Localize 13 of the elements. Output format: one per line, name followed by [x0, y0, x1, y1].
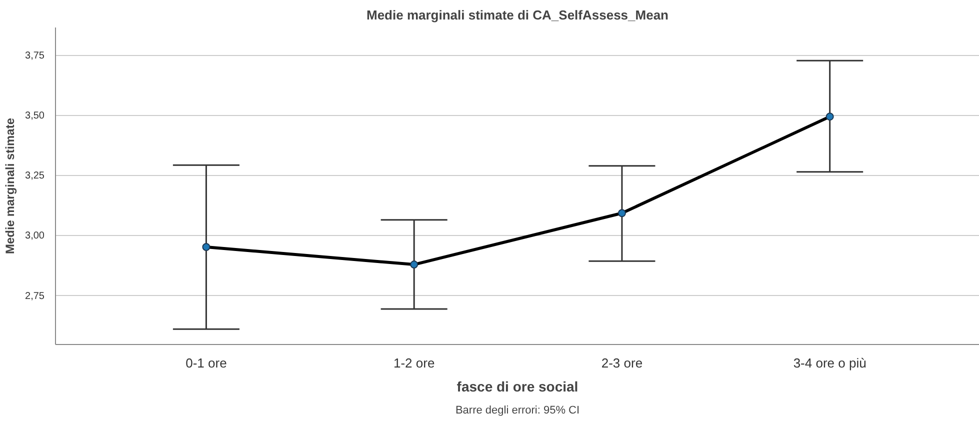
text: Barre degli errori: 95% CI	[455, 404, 580, 416]
y-tick-label: 3,25	[25, 170, 45, 182]
x-tick-label: 0-1 ore	[186, 356, 227, 370]
y-tick-label: 2,75	[25, 290, 45, 302]
x-tick-label: 1-2 ore	[393, 356, 435, 370]
y-tick-label: 3,00	[25, 230, 45, 242]
y-tick-label: 3,50	[25, 110, 45, 122]
y-tick-label: 3,75	[25, 50, 45, 62]
x-tick-label: 2-3 ore	[601, 356, 643, 370]
chart-title: Medie marginali stimate di CA_SelfAssess_Mean	[366, 8, 669, 22]
x-axis-title: fasce di ore social	[456, 378, 578, 394]
x-tick-label: 3-4 ore o più	[793, 356, 866, 370]
y-axis-title: Medie marginali stimate	[3, 118, 18, 254]
